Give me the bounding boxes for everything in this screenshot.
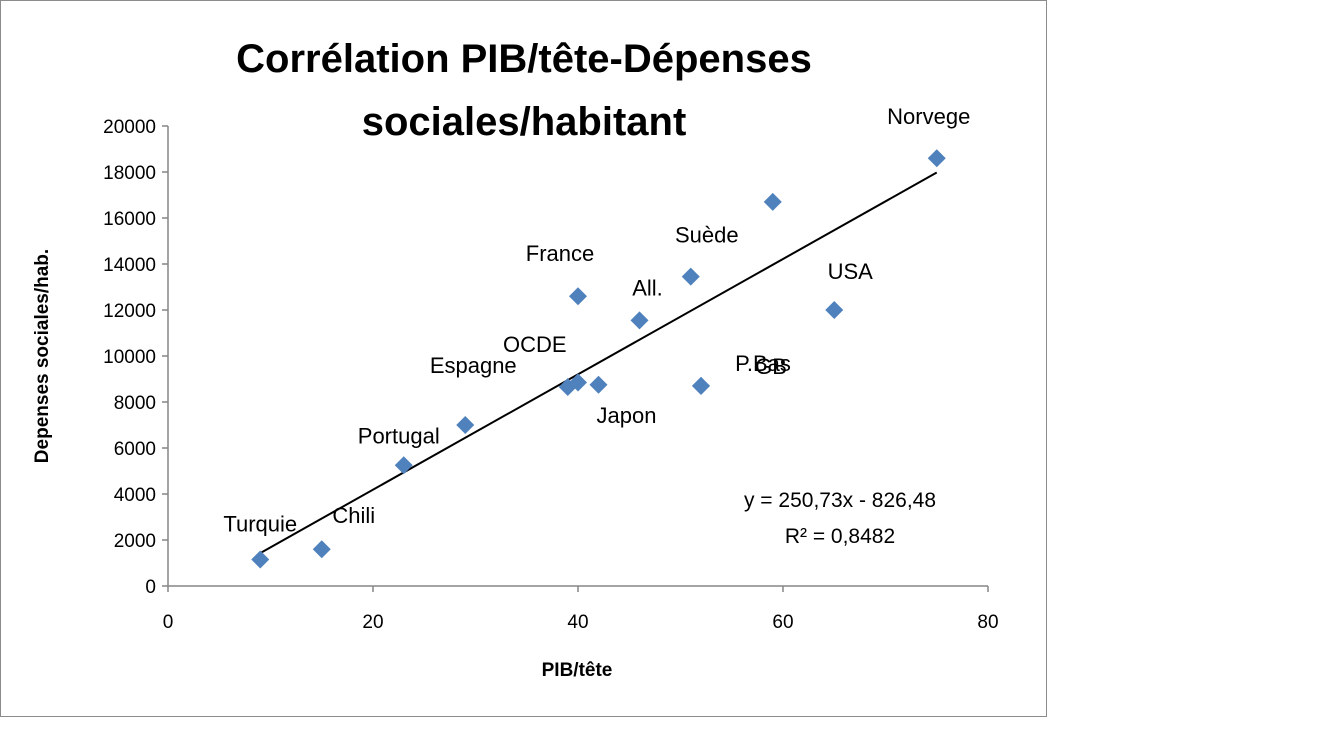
point-label: USA <box>828 259 874 284</box>
point-label: GB <box>755 354 787 379</box>
x-tick-label: 60 <box>772 612 793 633</box>
y-tick-label: 18000 <box>103 163 156 184</box>
point-label: Chili <box>332 503 375 528</box>
data-point <box>825 301 844 319</box>
y-tick-label: 14000 <box>103 255 156 276</box>
data-point <box>630 311 649 330</box>
y-tick-label: 0 <box>145 577 156 598</box>
y-tick-label: 6000 <box>114 439 156 460</box>
y-tick-label: 8000 <box>114 393 156 414</box>
y-tick-label: 20000 <box>103 117 156 138</box>
data-point <box>394 456 413 475</box>
point-label: Norvege <box>887 104 970 129</box>
data-point <box>312 540 331 559</box>
x-tick-label: 0 <box>163 612 174 633</box>
point-label: Portugal <box>358 423 440 448</box>
data-point <box>589 375 608 394</box>
y-tick-label: 16000 <box>103 209 156 230</box>
y-tick-label: 10000 <box>103 347 156 368</box>
y-tick-label: 12000 <box>103 301 156 322</box>
trendline-group <box>259 171 938 554</box>
y-tick-label: 4000 <box>114 485 156 506</box>
points-group <box>251 149 946 569</box>
chart-title-line-1: Corrélation PIB/tête-Dépenses <box>236 37 812 81</box>
point-label: OCDE <box>503 332 567 357</box>
chart-title-line-2: sociales/habitant <box>362 100 687 144</box>
data-point <box>251 550 270 569</box>
data-point <box>456 416 475 434</box>
point-label: France <box>526 241 594 266</box>
axes: 0 2000 4000 6000 8000 10000 12000 14000 16000 180… <box>103 117 998 633</box>
data-point <box>927 149 946 168</box>
x-axis-title: PIB/tête <box>542 660 613 681</box>
data-point <box>763 192 782 211</box>
y-axis-title: Depenses sociales/hab. <box>32 249 53 463</box>
point-label: P.Bas <box>735 351 791 376</box>
x-tick-label: 40 <box>567 612 588 633</box>
data-point <box>569 373 587 392</box>
trendline-equation: y = 250,73x - 826,48 <box>744 489 936 512</box>
point-label: Espagne <box>430 353 517 378</box>
trendline <box>259 171 938 554</box>
data-point <box>681 267 700 286</box>
x-tick-label: 80 <box>977 612 998 633</box>
trendline-r-squared: R² = 0,8482 <box>785 525 895 548</box>
data-point <box>692 376 710 395</box>
data-point <box>569 287 587 306</box>
point-label: Suède <box>675 223 739 248</box>
point-label: All. <box>632 275 663 300</box>
point-label: Turquie <box>223 512 297 537</box>
y-tick-label: 2000 <box>114 531 156 552</box>
chart-frame <box>0 0 1047 717</box>
x-tick-label: 20 <box>362 612 383 633</box>
point-label: Japon <box>597 403 657 428</box>
